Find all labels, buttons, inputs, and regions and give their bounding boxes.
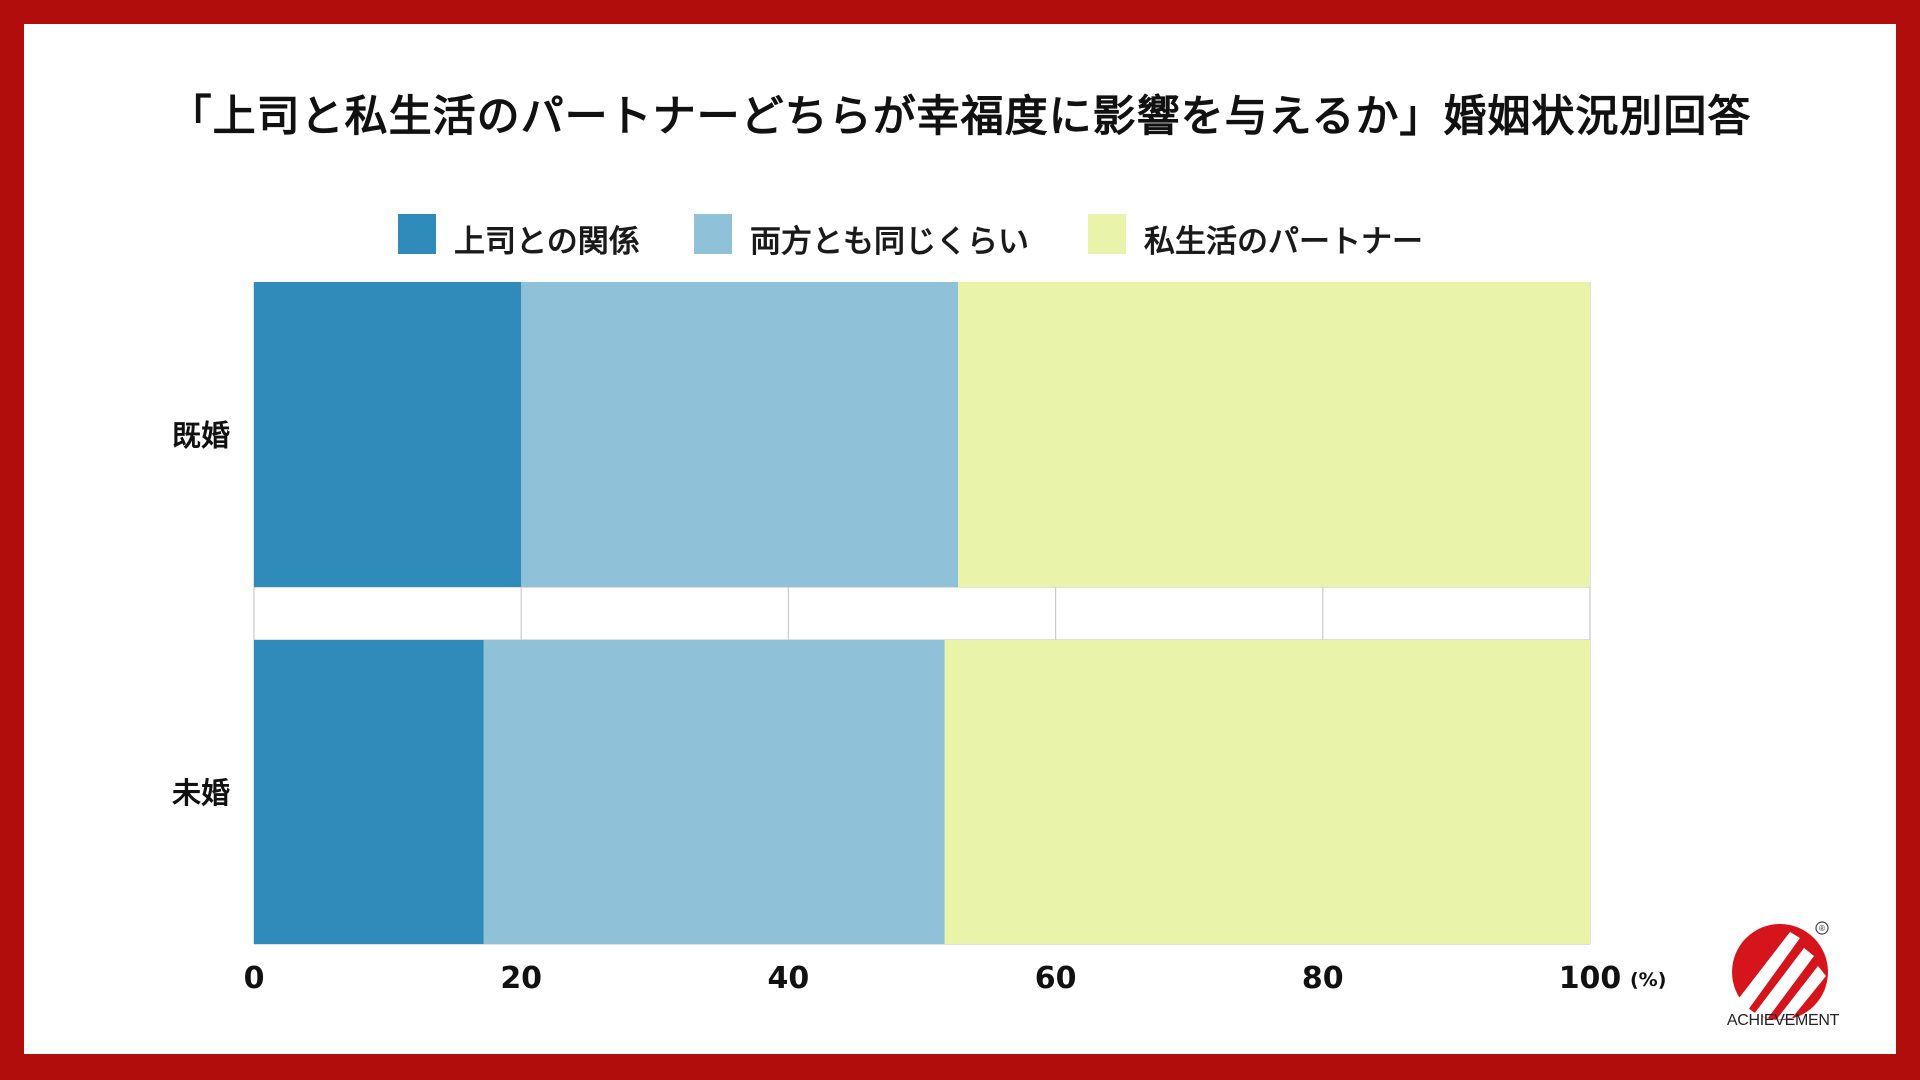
tick-label-5: 100 [1559, 961, 1622, 996]
bar-1-2 [944, 640, 1590, 944]
tick-label-1: 20 [500, 961, 542, 996]
legend-label-boss: 上司との関係 [454, 224, 640, 260]
bar-1-1 [483, 640, 945, 944]
legend-swatch-both [694, 214, 732, 254]
tick-label-2: 40 [768, 961, 810, 996]
legend-label-partner: 私生活のパートナー [1144, 224, 1423, 260]
tick-label-0: 0 [244, 961, 265, 996]
legend-label-both: 両方とも同じくらい [750, 224, 1029, 260]
bar-1-0 [254, 640, 484, 944]
tick-label-3: 60 [1035, 961, 1077, 996]
legend-swatch-boss [398, 214, 436, 254]
bar-0-1 [521, 282, 959, 587]
category-label-1: 未婚 [172, 776, 230, 810]
bar-0-0 [254, 282, 522, 587]
legend-swatch-partner [1088, 214, 1126, 254]
chart-title: 「上司と私生活のパートナーどちらが幸福度に影響を与えるか」婚姻状況別回答 [168, 92, 1752, 142]
registered-mark: ® [1818, 924, 1826, 933]
logo-wordmark: ACHIEVEMENT [1726, 1012, 1840, 1029]
legend: 上司との関係 両方とも同じくらい 私生活のパートナー [0, 214, 1920, 260]
achievement-logo-icon: ® [1732, 921, 1829, 1020]
tick-label-4: 80 [1302, 961, 1344, 996]
category-label-0: 既婚 [172, 419, 230, 453]
x-unit-label: (%) [1630, 969, 1666, 991]
bar-0-2 [958, 282, 1590, 587]
